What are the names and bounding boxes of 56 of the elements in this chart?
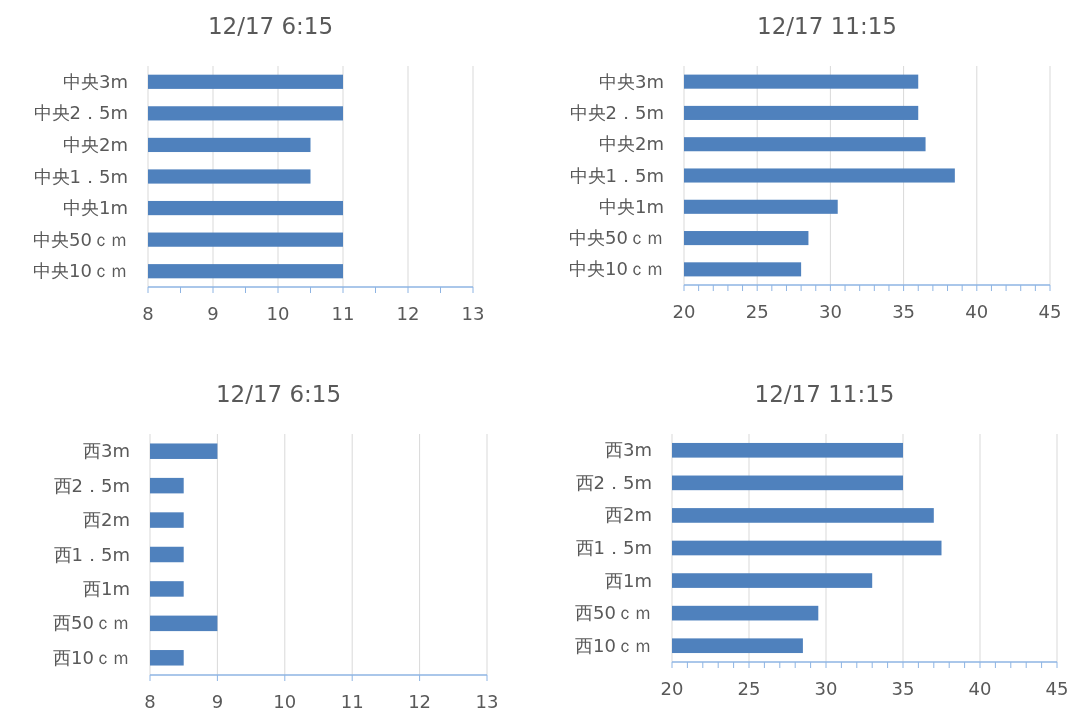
category: 中央10ｃｍ xyxy=(569,258,664,280)
category: 中央1m xyxy=(599,195,664,217)
category: 西2．5m xyxy=(53,474,130,496)
tick: 35 xyxy=(892,301,916,322)
category: 中央10ｃｍ xyxy=(33,260,128,282)
category: 西2m xyxy=(605,504,652,526)
category: 西10ｃｍ xyxy=(53,646,130,668)
category: 西10ｃｍ xyxy=(575,634,652,656)
tick: 20 xyxy=(660,678,684,699)
category: 西2．5m xyxy=(575,471,652,493)
title: 12/17 6:15 xyxy=(207,13,334,39)
tick: 11 xyxy=(331,303,355,324)
category: 中央50ｃｍ xyxy=(33,228,128,250)
tick: 13 xyxy=(475,691,499,712)
category: 中央1m xyxy=(63,197,128,219)
category: 中央2．5m xyxy=(569,101,664,123)
tick: 8 xyxy=(144,691,156,712)
category: 西1m xyxy=(83,577,130,599)
tick: 45 xyxy=(1038,301,1062,322)
category: 中央1．5m xyxy=(33,165,128,187)
tick: 30 xyxy=(818,301,842,322)
tick: 30 xyxy=(814,678,838,699)
category: 中央3m xyxy=(599,70,664,92)
tick: 9 xyxy=(207,303,219,324)
category: 中央50ｃｍ xyxy=(569,227,664,249)
category: 中央2．5m xyxy=(33,102,128,124)
title: 12/17 6:15 xyxy=(215,381,342,407)
tick: 25 xyxy=(737,678,761,699)
category: 西1．5m xyxy=(53,543,130,565)
category: 西3m xyxy=(83,440,130,462)
title: 12/17 11:15 xyxy=(757,13,897,39)
tick: 8 xyxy=(142,303,154,324)
tick: 10 xyxy=(273,691,297,712)
category: 中央2m xyxy=(63,133,128,155)
tick: 12 xyxy=(408,691,432,712)
tick: 13 xyxy=(461,303,485,324)
category: 中央2m xyxy=(599,133,664,155)
category: 中央3m xyxy=(63,70,128,92)
title: 12/17 11:15 xyxy=(754,381,895,407)
tick: 25 xyxy=(745,301,769,322)
tick: 9 xyxy=(211,691,224,712)
tick: 12 xyxy=(396,303,420,324)
tick: 40 xyxy=(965,301,989,322)
tick: 35 xyxy=(891,678,915,699)
category: 西1m xyxy=(605,569,652,591)
tick: 10 xyxy=(266,303,290,324)
category: 西50ｃｍ xyxy=(53,612,130,634)
category: 西2m xyxy=(83,509,130,531)
tick: 11 xyxy=(340,691,364,712)
category: 西1．5m xyxy=(575,537,652,558)
category: 西50ｃｍ xyxy=(575,602,652,624)
category: 西3m xyxy=(605,439,652,461)
tick: 45 xyxy=(1045,678,1069,699)
tick: 40 xyxy=(968,678,992,699)
category: 中央1．5m xyxy=(569,164,664,186)
tick: 20 xyxy=(672,301,696,322)
